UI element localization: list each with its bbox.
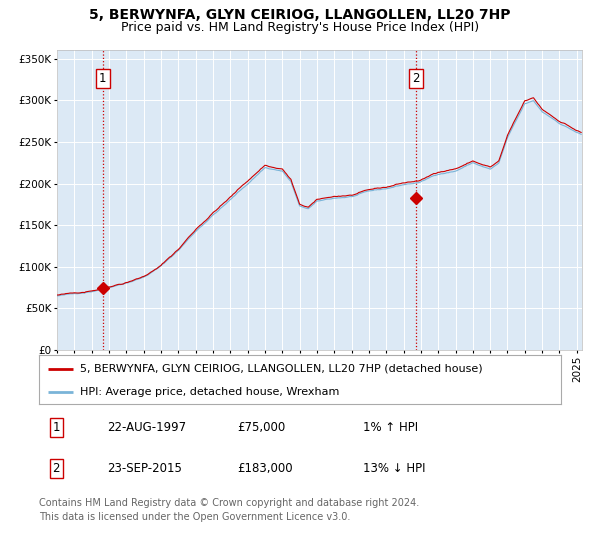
Text: 2: 2	[412, 72, 420, 85]
Text: £183,000: £183,000	[238, 462, 293, 475]
Text: HPI: Average price, detached house, Wrexham: HPI: Average price, detached house, Wrex…	[80, 387, 339, 397]
Text: 23-SEP-2015: 23-SEP-2015	[107, 462, 182, 475]
Text: Price paid vs. HM Land Registry's House Price Index (HPI): Price paid vs. HM Land Registry's House …	[121, 21, 479, 34]
Text: 5, BERWYNFA, GLYN CEIRIOG, LLANGOLLEN, LL20 7HP (detached house): 5, BERWYNFA, GLYN CEIRIOG, LLANGOLLEN, L…	[80, 364, 482, 374]
Text: 2: 2	[52, 462, 60, 475]
Text: 22-AUG-1997: 22-AUG-1997	[107, 421, 186, 434]
Text: Contains HM Land Registry data © Crown copyright and database right 2024.
This d: Contains HM Land Registry data © Crown c…	[39, 498, 419, 522]
Text: 1: 1	[99, 72, 107, 85]
Text: 1: 1	[52, 421, 60, 434]
Text: 13% ↓ HPI: 13% ↓ HPI	[362, 462, 425, 475]
Text: 5, BERWYNFA, GLYN CEIRIOG, LLANGOLLEN, LL20 7HP: 5, BERWYNFA, GLYN CEIRIOG, LLANGOLLEN, L…	[89, 8, 511, 22]
Text: 1% ↑ HPI: 1% ↑ HPI	[362, 421, 418, 434]
Text: £75,000: £75,000	[238, 421, 286, 434]
